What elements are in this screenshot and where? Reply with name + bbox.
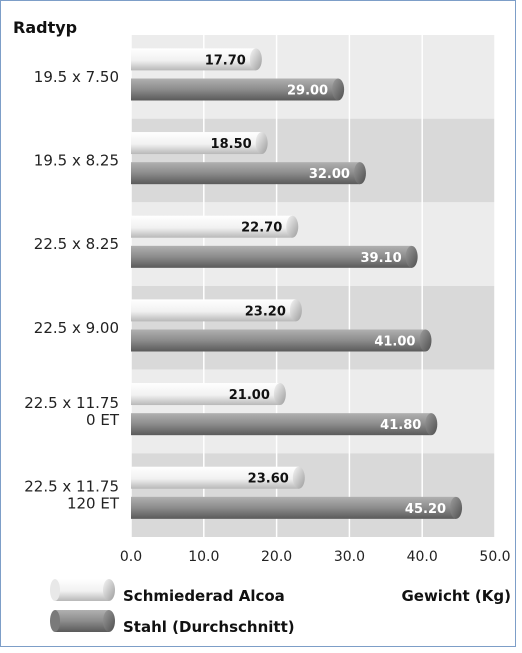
data-label: 21.00 — [229, 388, 270, 403]
legend-label-stahl: Stahl (Durchschnitt) — [123, 618, 295, 636]
plot-band — [131, 35, 495, 119]
x-tick-label: 20.0 — [261, 549, 292, 565]
bar-stahl — [131, 329, 432, 352]
bar-stahl — [131, 413, 438, 436]
bar-stahl — [131, 496, 463, 519]
bar-schmiederad — [131, 466, 305, 489]
data-label: 17.70 — [205, 53, 246, 68]
data-label: 39.10 — [361, 251, 402, 266]
category-label: 22.5 x 9.00 — [34, 319, 119, 337]
data-label: 41.80 — [380, 418, 421, 433]
plot-band — [131, 286, 495, 370]
chart-frame: 17.70 18.50 22.70 23.20 21.00 23.60 29.00 32.00… — [0, 0, 516, 647]
data-label: 32.00 — [309, 167, 350, 182]
data-label: 23.20 — [245, 304, 286, 319]
category-label: 19.5 x 7.50 — [34, 68, 119, 86]
plot-band — [131, 453, 495, 537]
data-label: 45.20 — [405, 502, 446, 517]
bar-schmiederad — [131, 48, 262, 71]
x-tick-label: 50.0 — [479, 549, 510, 565]
bar-schmiederad — [131, 383, 286, 406]
x-tick-label: 30.0 — [334, 549, 365, 565]
data-label: 18.50 — [211, 137, 252, 152]
bar-stahl — [131, 78, 345, 101]
data-label: 29.00 — [287, 84, 328, 99]
bar-stahl — [131, 245, 418, 268]
x-tick-label: 10.0 — [188, 549, 219, 565]
plot-band — [131, 202, 495, 286]
y-axis-title: Radtyp — [13, 18, 77, 37]
chart: 17.70 18.50 22.70 23.20 21.00 23.60 29.00 32.00… — [13, 18, 511, 636]
plot-band — [131, 118, 495, 203]
category-label: 22.5 x 11.75 120 ET — [24, 478, 120, 513]
bar-stahl — [131, 162, 366, 185]
legend-swatch-stahl — [50, 610, 115, 632]
x-tick-label: 0.0 — [120, 549, 142, 565]
bar-schmiederad — [131, 132, 268, 155]
data-label: 23.60 — [248, 472, 289, 487]
data-label: 22.70 — [241, 221, 282, 236]
category-label: 22.5 x 8.25 — [34, 235, 119, 253]
legend-label-schmiederad: Schmiederad Alcoa — [123, 587, 285, 605]
plot-band — [131, 369, 495, 454]
x-tick-label: 40.0 — [407, 549, 438, 565]
bar-schmiederad — [131, 215, 299, 238]
category-label: 22.5 x 11.75 0 ET — [24, 394, 120, 429]
legend-swatch-schmiederad — [50, 579, 115, 601]
bar-schmiederad — [131, 299, 302, 322]
x-axis-title: Gewicht (Kg) — [401, 587, 511, 605]
category-label: 19.5 x 8.25 — [34, 152, 119, 170]
data-label: 41.00 — [374, 335, 415, 350]
